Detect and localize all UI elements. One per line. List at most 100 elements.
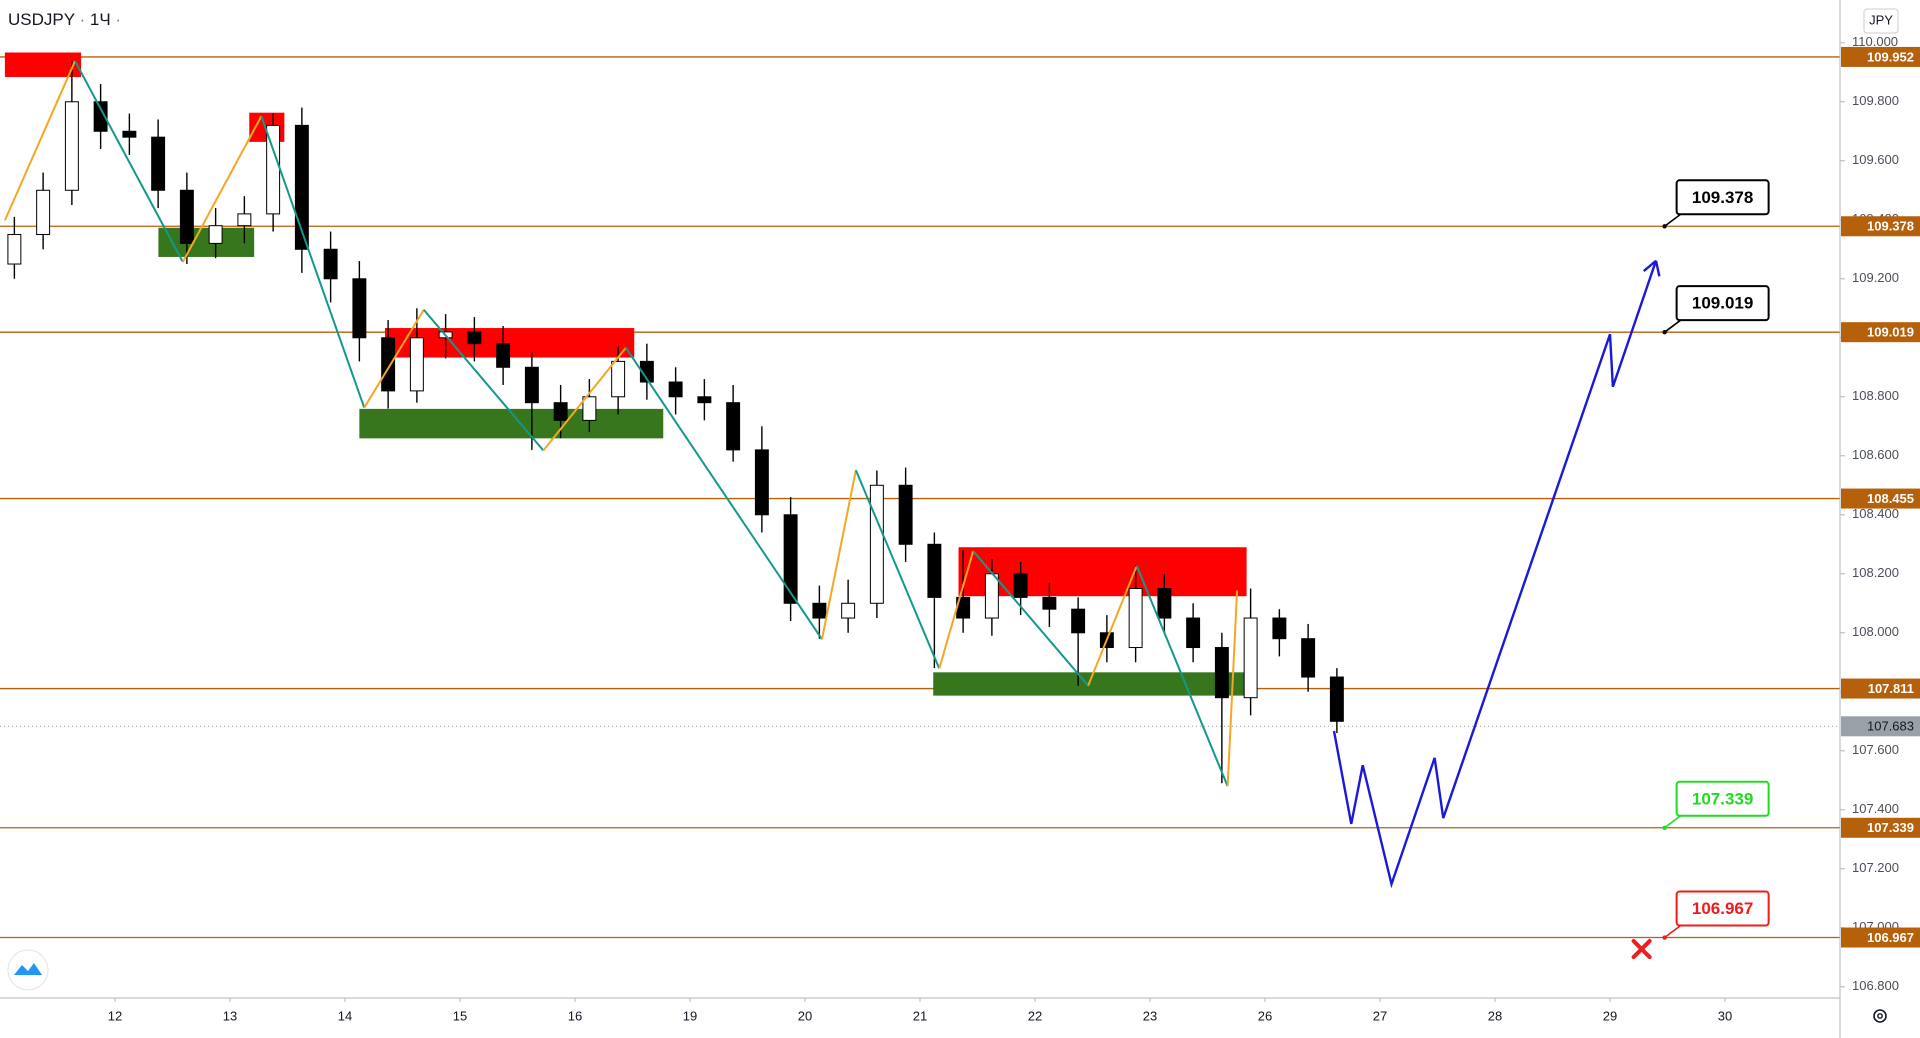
- candle-body: [409, 337, 424, 392]
- candle-body: [151, 136, 166, 191]
- candle-body: [927, 543, 942, 598]
- candle-body: [1128, 588, 1143, 649]
- x-tick-label: 13: [223, 1008, 237, 1023]
- candle-body: [1301, 638, 1316, 678]
- x-tick-label: 14: [338, 1008, 352, 1023]
- candle-body: [1071, 608, 1086, 634]
- callout-pointer: [1664, 319, 1682, 333]
- currency-button[interactable]: [1863, 8, 1899, 34]
- level-label: 106.967: [1867, 930, 1914, 945]
- zigzag-leg: [972, 550, 1089, 687]
- zone: [158, 227, 255, 257]
- y-tick-label: 106.800: [1852, 978, 1899, 993]
- x-tick-label: 26: [1258, 1008, 1272, 1023]
- separator: ·: [111, 10, 121, 29]
- callout-box: [1675, 179, 1770, 216]
- zigzag-leg: [181, 115, 263, 263]
- zigzag-leg: [3, 60, 76, 221]
- projection-path: [1332, 260, 1658, 889]
- candle-body: [122, 130, 137, 138]
- level-label: 107.339: [1867, 820, 1914, 835]
- candle-body: [208, 225, 223, 244]
- y-tick-label: 108.200: [1852, 565, 1899, 580]
- y-tick-label: 110.000: [1852, 34, 1898, 49]
- zone: [958, 547, 1247, 597]
- level-label: 109.952: [1867, 49, 1914, 64]
- logo-circle[interactable]: [7, 949, 49, 991]
- x-tick-label: 28: [1488, 1008, 1502, 1023]
- callout-label: 109.019: [1692, 294, 1753, 313]
- candle-body: [352, 278, 367, 339]
- stop-marker: [1631, 939, 1652, 960]
- candle-body: [323, 248, 338, 280]
- y-tick-label: 107.400: [1852, 801, 1899, 816]
- candle-body: [898, 484, 913, 545]
- level-label-box: [1841, 678, 1920, 699]
- candle-body: [1186, 617, 1201, 649]
- candle-body: [7, 234, 22, 265]
- y-tick-label: 107.600: [1852, 742, 1899, 757]
- candle-body: [496, 343, 511, 368]
- level-label-box: [1841, 927, 1920, 948]
- x-tick-label: 16: [568, 1008, 582, 1023]
- candle-body: [639, 360, 654, 383]
- y-tick-label: 108.600: [1852, 447, 1899, 462]
- plot-area: 109.378 109.019 107.339 106.967: [0, 52, 1840, 960]
- logo[interactable]: [7, 949, 49, 991]
- y-tick-label: 108.400: [1852, 506, 1899, 521]
- zigzag-leg: [938, 550, 975, 669]
- candle-body: [1214, 647, 1229, 699]
- candle-body: [984, 573, 999, 619]
- callout-pointer: [1664, 815, 1682, 829]
- x-tick-label: 29: [1603, 1008, 1617, 1023]
- zigzag-leg: [1226, 590, 1239, 787]
- time-axis: 12 13 14 15 16 19 20 21 22 23 26 27 28 29 30: [108, 998, 1732, 1023]
- y-tick-label: 108.800: [1852, 388, 1899, 403]
- gear-hub[interactable]: [1877, 1013, 1883, 1019]
- zigzag-leg: [820, 470, 857, 640]
- candle-body: [841, 602, 856, 619]
- symbol: USDJPY: [8, 10, 75, 29]
- candle-body: [93, 101, 108, 132]
- level-label-box: [1841, 322, 1920, 343]
- logo-mark[interactable]: [14, 963, 42, 975]
- candle-body: [582, 396, 597, 421]
- projection-arrowhead: [1642, 259, 1657, 273]
- settings-button[interactable]: [1873, 1009, 1887, 1023]
- gear[interactable]: [1873, 1009, 1887, 1023]
- separator: ·: [75, 10, 90, 29]
- y-tick-label: 109.600: [1852, 152, 1899, 167]
- currency-label[interactable]: JPY: [1869, 12, 1893, 27]
- candle-body: [668, 381, 683, 398]
- x-tick-label: 23: [1143, 1008, 1157, 1023]
- candle-body: [783, 514, 798, 604]
- candle-body: [64, 101, 79, 191]
- candle-body: [611, 360, 626, 398]
- level-label-box: [1841, 216, 1920, 237]
- price-axis: 106.800107.000107.200107.400107.600107.8…: [1840, 34, 1920, 993]
- x-tick-label: 15: [453, 1008, 467, 1023]
- callout-box: [1675, 285, 1770, 322]
- level-label-box: [1841, 46, 1920, 67]
- zigzag-leg: [74, 60, 184, 263]
- level-label: 107.811: [1868, 681, 1914, 696]
- legend: USDJPY · 1Ч ·: [8, 10, 121, 29]
- zigzag-leg: [625, 347, 823, 640]
- y-tick-label: 107.200: [1852, 860, 1899, 875]
- zigzag-leg: [260, 115, 366, 409]
- callout-label: 107.339: [1692, 789, 1753, 808]
- callout-pointer: [1664, 924, 1682, 939]
- level-label-box: [1841, 488, 1920, 509]
- zigzag-leg: [1087, 565, 1138, 686]
- level-label: 108.455: [1867, 491, 1914, 506]
- candle-body: [467, 331, 482, 345]
- candle-body: [381, 337, 396, 392]
- x-tick-label: 12: [108, 1008, 122, 1023]
- x-tick-label: 20: [798, 1008, 812, 1023]
- candle-body: [754, 449, 769, 516]
- level-label: 109.378: [1867, 219, 1914, 234]
- zigzag-leg: [854, 469, 941, 669]
- candle-body: [553, 402, 568, 421]
